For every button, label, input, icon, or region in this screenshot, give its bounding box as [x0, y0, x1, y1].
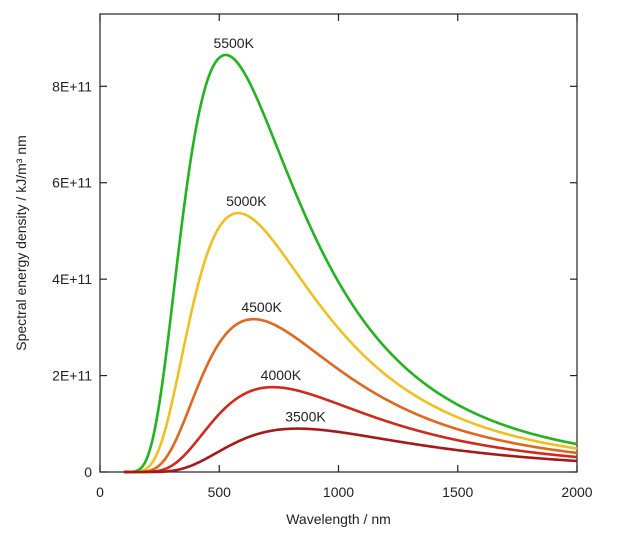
x-tick-label: 500: [208, 484, 232, 500]
y-axis: 0 2E+11 4E+11 6E+11 8E+11: [52, 78, 577, 480]
x-tick-label: 0: [96, 484, 104, 500]
series-line-4500K: [123, 317, 578, 474]
x-axis-title: Wavelength / nm: [286, 511, 391, 527]
series-label-4000K: 4000K: [261, 367, 302, 383]
y-tick-label: 0: [84, 464, 92, 480]
x-tick-label: 1000: [323, 484, 354, 500]
y-axis-title: Spectral energy density / kJ/m³ nm: [13, 135, 29, 351]
series-labels: 5500K 5000K 4500K 4000K 3500K: [213, 35, 326, 425]
y-tick-label: 4E+11: [52, 271, 92, 287]
series-label-5000K: 5000K: [226, 193, 267, 209]
series-group: [123, 53, 578, 474]
y-tick-label: 2E+11: [52, 368, 92, 384]
series-line-4000K: [123, 385, 578, 474]
series-label-3500K: 3500K: [285, 409, 326, 425]
series-label-4500K: 4500K: [241, 299, 282, 315]
series-line-5500K: [123, 53, 578, 474]
x-axis: 0 500 1000 1500 2000: [96, 14, 593, 500]
series-line-5000K: [123, 211, 578, 474]
series-line-3500K: [123, 427, 578, 474]
y-tick-label: 8E+11: [52, 78, 92, 94]
x-tick-label: 1500: [442, 484, 473, 500]
series-label-5500K: 5500K: [213, 35, 254, 51]
y-tick-label: 6E+11: [52, 175, 92, 191]
x-tick-label: 2000: [561, 484, 592, 500]
